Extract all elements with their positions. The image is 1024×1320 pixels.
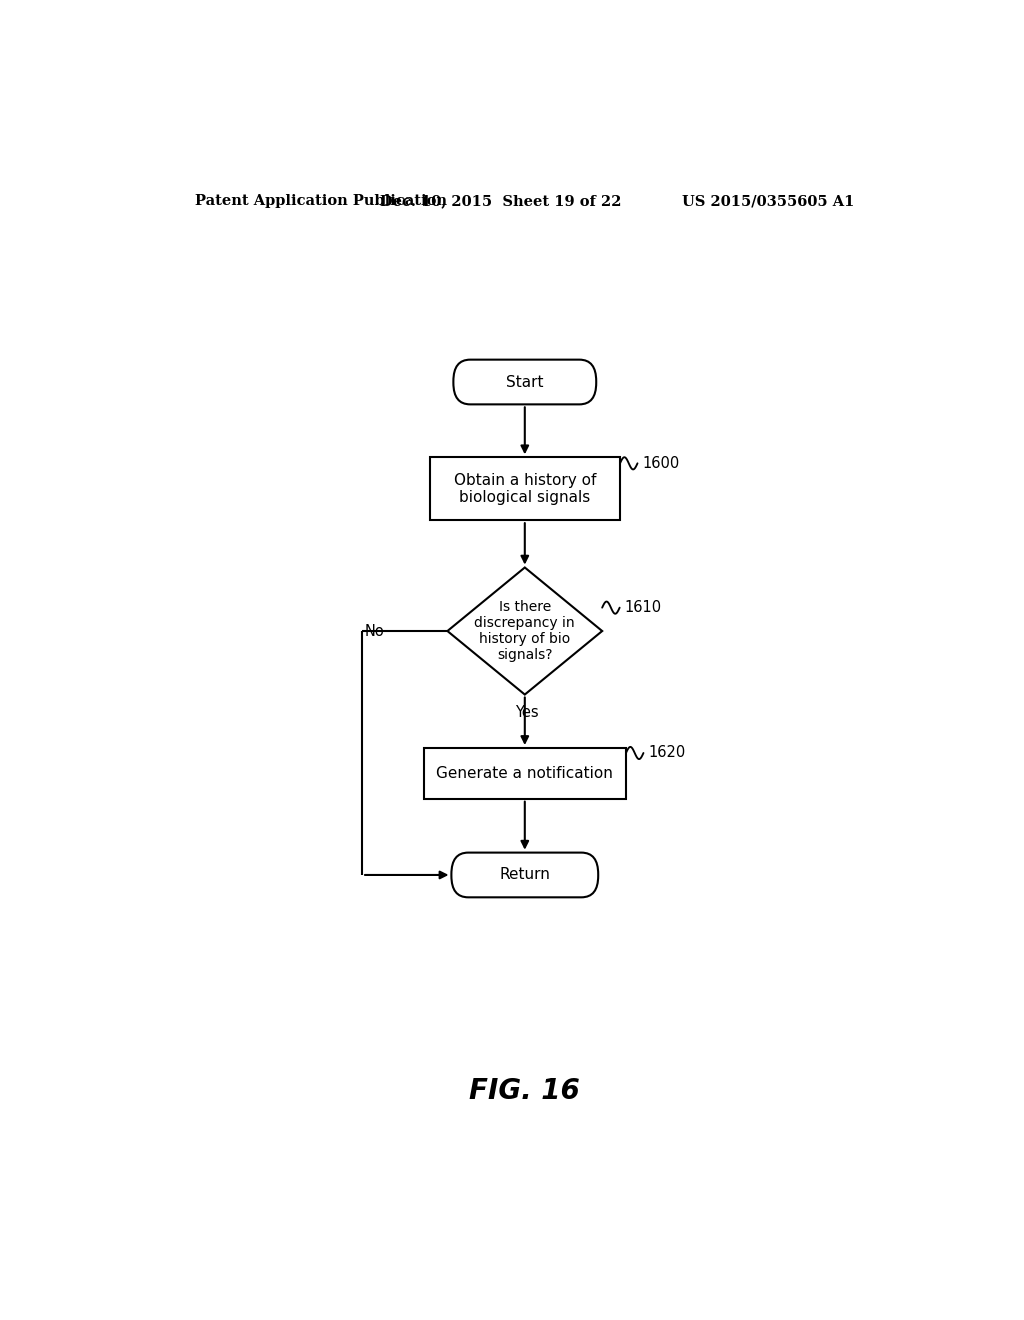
Bar (430, 457, 621, 520)
Text: Yes: Yes (515, 705, 539, 719)
FancyBboxPatch shape (454, 359, 596, 404)
Text: Obtain a history of
biological signals: Obtain a history of biological signals (454, 473, 596, 506)
Text: US 2015/0355605 A1: US 2015/0355605 A1 (682, 194, 854, 209)
Text: Start: Start (506, 375, 544, 389)
Text: Is there
discrepancy in
history of bio
signals?: Is there discrepancy in history of bio s… (474, 599, 575, 663)
Text: No: No (365, 623, 384, 639)
Text: Dec. 10, 2015  Sheet 19 of 22: Dec. 10, 2015 Sheet 19 of 22 (380, 194, 622, 209)
Text: FIG. 16: FIG. 16 (469, 1077, 581, 1105)
Text: 1610: 1610 (625, 601, 662, 615)
Text: 1620: 1620 (648, 746, 685, 760)
Polygon shape (447, 568, 602, 694)
Text: 1600: 1600 (642, 455, 680, 471)
Bar (424, 748, 626, 799)
Text: Generate a notification: Generate a notification (436, 766, 613, 781)
FancyBboxPatch shape (452, 853, 598, 898)
Text: Return: Return (500, 867, 550, 883)
Text: Patent Application Publication: Patent Application Publication (196, 194, 447, 209)
